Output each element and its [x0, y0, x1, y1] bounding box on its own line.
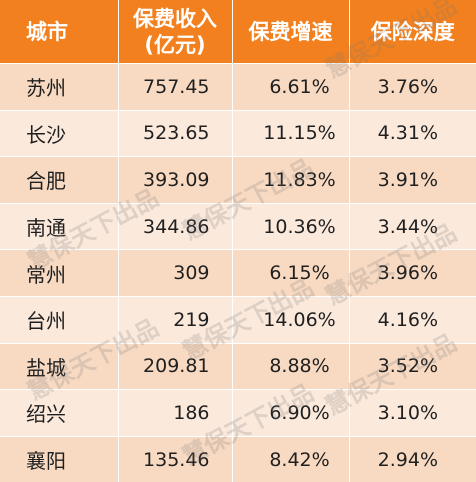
header-row: 城市 保费收入 (亿元) 保费增速 保险深度	[0, 0, 476, 64]
depth-cell: 4.31%	[349, 109, 476, 157]
growth-cell: 10.36%	[232, 202, 350, 250]
premium-cell: 393.09	[118, 156, 233, 204]
growth-cell: 6.61%	[232, 63, 350, 111]
city-cell: 合肥	[0, 156, 119, 204]
city-cell: 常州	[0, 249, 119, 297]
city-cell: 襄阳	[0, 435, 119, 482]
depth-cell: 3.96%	[349, 249, 476, 297]
table-row: 常州 309 6.15% 3.96%	[0, 249, 476, 297]
city-cell: 盐城	[0, 342, 119, 390]
growth-cell: 8.42%	[232, 435, 350, 482]
premium-cell: 135.46	[118, 435, 233, 482]
premium-cell: 309	[118, 249, 233, 297]
depth-cell: 2.94%	[349, 435, 476, 482]
header-city: 城市	[0, 0, 119, 64]
table-row: 合肥 393.09 11.83% 3.91%	[0, 156, 476, 204]
table-row: 绍兴 186 6.90% 3.10%	[0, 389, 476, 437]
table-row: 南通 344.86 10.36% 3.44%	[0, 202, 476, 250]
city-cell: 台州	[0, 295, 119, 344]
premium-cell: 186	[118, 389, 233, 437]
premium-cell: 523.65	[118, 109, 233, 157]
depth-cell: 3.44%	[349, 202, 476, 250]
depth-cell: 3.10%	[349, 389, 476, 437]
premium-cell: 344.86	[118, 202, 233, 250]
header-premium-line1: 保费收入	[133, 6, 217, 31]
table-row: 苏州 757.45 6.61% 3.76%	[0, 63, 476, 111]
depth-cell: 4.16%	[349, 295, 476, 344]
depth-cell: 3.91%	[349, 156, 476, 204]
depth-cell: 3.76%	[349, 63, 476, 111]
header-growth: 保费增速	[232, 0, 350, 64]
table-row: 襄阳 135.46 8.42% 2.94%	[0, 435, 476, 482]
city-cell: 绍兴	[0, 389, 119, 437]
table-row: 长沙 523.65 11.15% 4.31%	[0, 109, 476, 157]
header-depth: 保险深度	[349, 0, 476, 64]
growth-cell: 8.88%	[232, 342, 350, 390]
premium-cell: 219	[118, 295, 233, 344]
depth-cell: 3.52%	[349, 342, 476, 390]
city-cell: 长沙	[0, 109, 119, 157]
growth-cell: 6.15%	[232, 249, 350, 297]
growth-cell: 6.90%	[232, 389, 350, 437]
premium-cell: 757.45	[118, 63, 233, 111]
growth-cell: 14.06%	[232, 295, 350, 344]
table-row: 台州 219 14.06% 4.16%	[0, 295, 476, 344]
city-cell: 南通	[0, 202, 119, 250]
header-premium: 保费收入 (亿元)	[118, 0, 233, 64]
city-cell: 苏州	[0, 63, 119, 111]
growth-cell: 11.83%	[232, 156, 350, 204]
table-row: 盐城 209.81 8.88% 3.52%	[0, 342, 476, 390]
header-premium-line2: (亿元)	[144, 32, 206, 57]
premium-cell: 209.81	[118, 342, 233, 390]
growth-cell: 11.15%	[232, 109, 350, 157]
